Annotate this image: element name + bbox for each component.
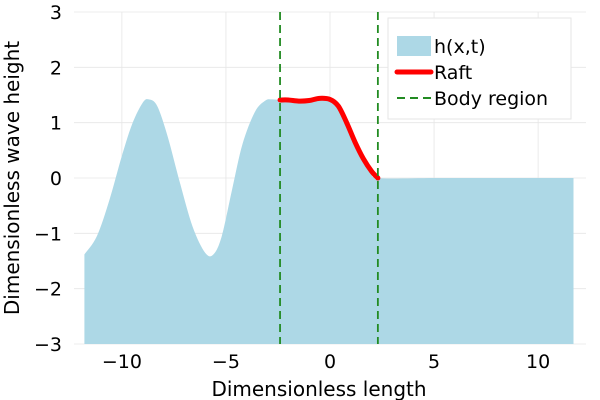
y-tick-label: 2 [50,57,62,79]
y-tick-label: 0 [50,168,62,190]
x-tick-label: 0 [324,351,336,373]
y-tick-label: 1 [50,113,62,135]
raft-line [277,95,381,181]
vline-layer [279,12,379,344]
y-tick-label: −2 [34,279,62,301]
area-layer [84,98,574,344]
x-tick-label: −10 [102,351,142,373]
x-tick-labels: −10 −5 0 5 10 [102,351,550,373]
y-tick-label: 3 [50,2,62,24]
legend-box [387,17,572,120]
legend-label-h: h(x,t) [434,36,486,58]
y-tick-label: −3 [34,334,62,356]
legend: h(x,t) Raft Body region [387,17,572,120]
legend-label-body: Body region [434,88,548,110]
legend-label-raft: Raft [434,62,472,84]
x-tick-label: 10 [526,351,550,373]
line-layer [277,95,381,181]
x-axis-title: Dimensionless length [211,377,426,400]
y-axis-title: Dimensionless wave height [0,41,24,315]
x-tick-label: −5 [212,351,240,373]
y-tick-label: −1 [34,223,62,245]
y-tick-labels: −3 −2 −1 0 1 2 3 [34,2,62,356]
legend-patch-h [397,36,431,56]
area-h-xt [84,98,574,344]
x-tick-label: 5 [428,351,440,373]
